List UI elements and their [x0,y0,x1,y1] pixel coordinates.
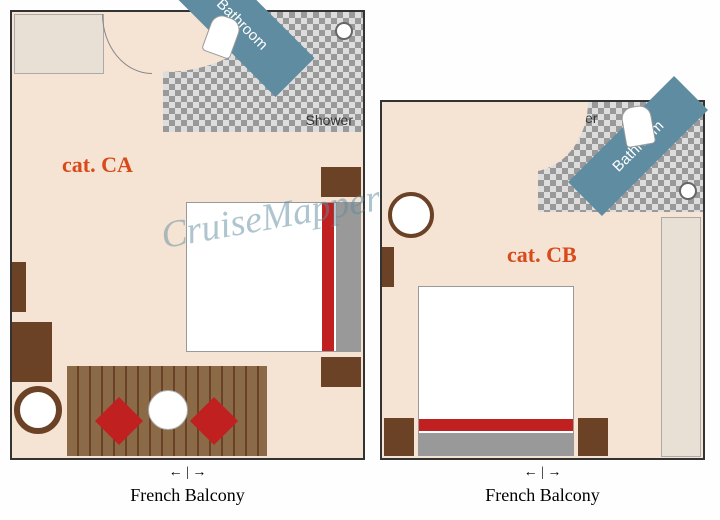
showerhead-ca [335,22,353,40]
round-chair-cb [388,192,434,238]
nightstand-cb-l [384,418,414,456]
floorplan-cb: Shower Bathroom cat. CB [380,100,705,460]
table-ca [148,390,188,430]
bed-ca [186,202,361,352]
nightstand-ca-bot [321,357,361,387]
desk-cb [382,247,394,287]
balcony-arrows-ca: ← | → [10,465,365,481]
headboard-cb [419,433,573,455]
floorplan-ca: Bathroom Shower cat. CA [10,10,365,460]
sink-ca [14,386,62,434]
wardrobe-ca [14,14,104,74]
cat-label-ca: cat. CA [62,152,133,178]
balcony-arrows-cb: ← | → [380,465,705,481]
wardrobe-cb [661,217,701,457]
balcony-label-ca: French Balcony [10,485,365,506]
cat-label-cb: cat. CB [507,242,577,268]
desk-ca-1 [12,262,26,312]
shower-label-ca: Shower [306,112,353,128]
bed-stripe-ca [322,203,334,351]
showerhead-cb [679,182,697,200]
bed-cb [418,286,574,456]
balcony-label-cb: French Balcony [380,485,705,506]
bed-stripe-cb [419,419,573,431]
nightstand-cb-r [578,418,608,456]
headboard-ca [336,203,360,351]
desk-ca-2 [12,322,52,382]
nightstand-ca-top [321,167,361,197]
